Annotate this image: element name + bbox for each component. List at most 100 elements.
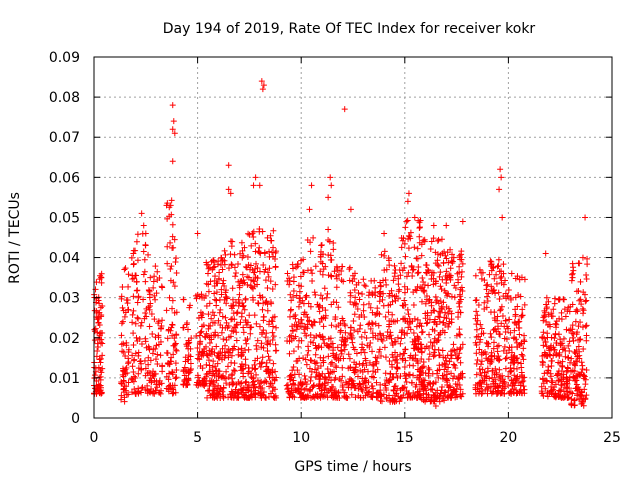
data-point bbox=[290, 274, 297, 281]
data-point bbox=[488, 283, 495, 290]
data-point bbox=[238, 361, 245, 368]
data-point bbox=[418, 241, 425, 248]
data-point bbox=[416, 224, 423, 231]
data-point bbox=[583, 322, 590, 329]
data-point bbox=[321, 340, 328, 347]
data-point bbox=[505, 373, 512, 380]
data-point bbox=[490, 378, 497, 385]
data-point bbox=[395, 295, 402, 302]
data-point bbox=[575, 288, 582, 295]
data-point bbox=[553, 321, 560, 328]
data-point bbox=[289, 393, 296, 400]
data-point bbox=[142, 278, 149, 285]
data-point bbox=[539, 361, 546, 368]
data-point bbox=[203, 361, 210, 368]
data-point bbox=[568, 271, 575, 278]
data-point bbox=[325, 194, 332, 201]
data-point bbox=[477, 369, 484, 376]
data-point bbox=[308, 182, 315, 189]
data-point bbox=[578, 359, 585, 366]
data-point bbox=[150, 278, 157, 285]
data-point bbox=[359, 387, 366, 394]
data-point bbox=[354, 373, 361, 380]
data-point bbox=[265, 273, 272, 280]
data-point bbox=[122, 352, 129, 359]
data-point bbox=[320, 323, 327, 330]
data-point bbox=[559, 358, 566, 365]
data-point bbox=[400, 350, 407, 357]
data-point bbox=[173, 367, 180, 374]
data-point bbox=[270, 244, 277, 251]
data-point bbox=[197, 329, 204, 336]
data-point bbox=[210, 381, 217, 388]
data-point bbox=[428, 309, 435, 316]
data-point bbox=[235, 379, 242, 386]
data-point bbox=[422, 300, 429, 307]
data-point bbox=[356, 296, 363, 303]
data-point bbox=[302, 356, 309, 363]
data-point bbox=[136, 336, 143, 343]
data-point bbox=[335, 322, 342, 329]
data-point bbox=[401, 289, 408, 296]
data-point bbox=[338, 267, 345, 274]
data-point bbox=[218, 329, 225, 336]
data-point bbox=[295, 319, 302, 326]
data-point bbox=[166, 370, 173, 377]
data-point bbox=[392, 349, 399, 356]
data-point bbox=[571, 396, 578, 403]
data-point bbox=[377, 392, 384, 399]
data-point bbox=[346, 277, 353, 284]
data-point bbox=[573, 381, 580, 388]
data-point bbox=[434, 297, 441, 304]
data-point bbox=[91, 307, 98, 314]
data-point bbox=[269, 337, 276, 344]
data-point bbox=[410, 289, 417, 296]
data-point bbox=[402, 357, 409, 364]
data-point bbox=[365, 300, 372, 307]
data-point bbox=[492, 325, 499, 332]
data-point bbox=[290, 288, 297, 295]
data-point bbox=[476, 339, 483, 346]
data-point bbox=[426, 316, 433, 323]
data-point bbox=[403, 379, 410, 386]
data-point bbox=[421, 377, 428, 384]
data-point bbox=[154, 384, 161, 391]
data-point bbox=[321, 382, 328, 389]
data-point bbox=[502, 277, 509, 284]
data-point bbox=[492, 365, 499, 372]
data-point bbox=[293, 292, 300, 299]
data-point bbox=[391, 273, 398, 280]
data-point bbox=[540, 329, 547, 336]
data-point bbox=[239, 247, 246, 254]
data-point bbox=[223, 300, 230, 307]
data-point bbox=[301, 330, 308, 337]
data-point bbox=[119, 318, 126, 325]
data-point bbox=[208, 378, 215, 385]
data-point bbox=[369, 291, 376, 298]
data-point bbox=[264, 307, 271, 314]
data-point bbox=[439, 347, 446, 354]
data-point bbox=[140, 222, 147, 229]
data-point bbox=[351, 346, 358, 353]
data-point bbox=[418, 323, 425, 330]
data-point bbox=[183, 380, 190, 387]
data-point bbox=[210, 358, 217, 365]
data-point bbox=[260, 82, 267, 89]
data-point bbox=[421, 288, 428, 295]
data-point bbox=[169, 321, 176, 328]
data-point bbox=[432, 293, 439, 300]
data-point bbox=[242, 361, 249, 368]
data-point bbox=[240, 329, 247, 336]
data-point bbox=[545, 363, 552, 370]
data-point bbox=[444, 290, 451, 297]
data-point bbox=[324, 290, 331, 297]
data-point bbox=[315, 383, 322, 390]
data-point bbox=[502, 317, 509, 324]
data-point bbox=[395, 288, 402, 295]
x-tick-label: 0 bbox=[90, 430, 99, 446]
data-point bbox=[543, 304, 550, 311]
data-point bbox=[481, 277, 488, 284]
data-point bbox=[121, 313, 128, 320]
data-point bbox=[473, 371, 480, 378]
data-point bbox=[300, 355, 307, 362]
